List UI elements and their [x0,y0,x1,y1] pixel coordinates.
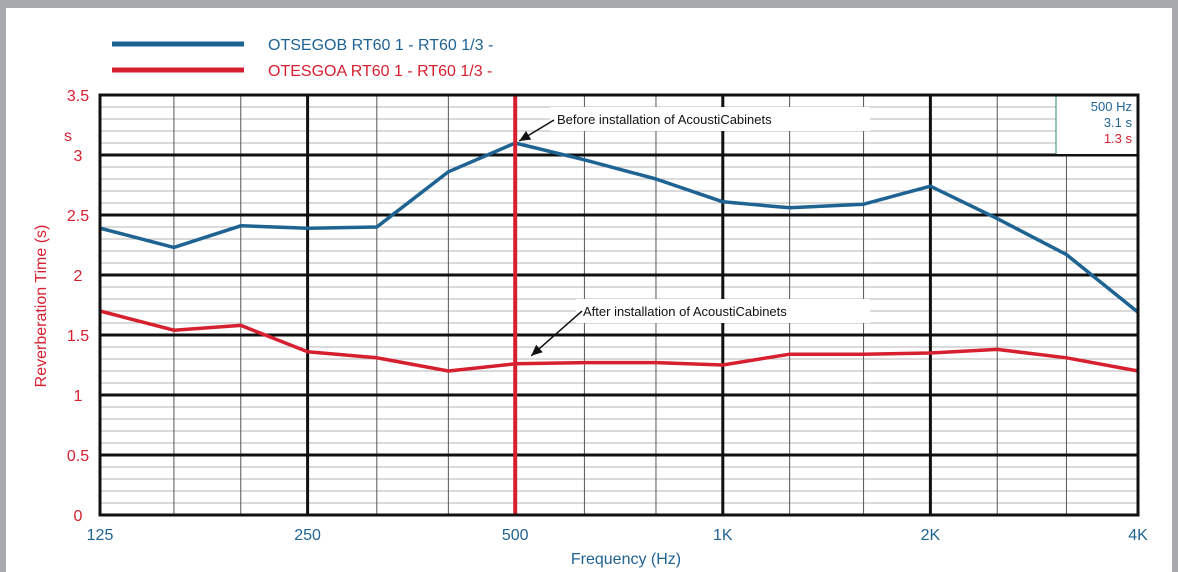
chart-card: OTSEGOB RT60 1 - RT60 1/3 - OTESGOA RT60… [6,8,1172,572]
reverberation-chart: OTSEGOB RT60 1 - RT60 1/3 - OTESGOA RT60… [33,37,1148,568]
annotation-before: Before installation of AcoustiCabinets [518,107,870,142]
legend: OTSEGOB RT60 1 - RT60 1/3 - OTESGOA RT60… [112,37,493,80]
x-axis-title: Frequency (Hz) [571,551,681,568]
y-tick-label: 0.5 [67,448,89,465]
annotation-after: After installation of AcoustiCabinets [530,299,870,357]
readout-red-value: 1.3 s [1104,131,1133,146]
y-tick-label: 0 [74,508,83,525]
y-tick-labels: 0 0.5 1 1.5 2 2.5 3 3.5 [67,88,89,525]
x-tick-labels: 125 250 500 1K 2K 4K [87,527,1148,544]
y-tick-label: 3 [74,148,83,165]
legend-label-red: OTESGOA RT60 1 - RT60 1/3 - [268,63,492,80]
annotation-before-text: Before installation of AcoustiCabinets [557,112,772,127]
y-axis-title: Reverberation Time (s) [33,225,50,388]
y-tick-label: 2.5 [67,208,89,225]
annotation-after-arrow [530,310,583,357]
x-tick-label: 2K [921,527,941,544]
annotation-after-arrowhead [531,344,543,356]
y-tick-label: 1.5 [67,328,89,345]
annotation-before-arrowhead [519,131,532,141]
series-line-blue [99,141,1140,314]
annotation-after-box [576,299,870,323]
x-tick-label: 500 [502,527,529,544]
y-tick-label: 1 [74,388,83,405]
y-tick-label: 2 [74,268,83,285]
cursor-readout: 500 Hz 3.1 s 1.3 s [1055,96,1138,154]
y-tick-label: 3.5 [67,88,89,105]
y-unit-label: s [64,128,72,145]
annotation-before-box [550,107,870,131]
x-tick-label: 1K [713,527,733,544]
x-tick-label: 250 [294,527,321,544]
x-tick-label: 4K [1128,527,1148,544]
readout-frequency: 500 Hz [1091,99,1132,114]
readout-box [1056,96,1138,154]
x-tick-label: 125 [87,527,114,544]
annotation-after-text: After installation of AcoustiCabinets [583,304,787,319]
readout-blue-value: 3.1 s [1104,115,1133,130]
plot-frame [98,93,1140,517]
legend-label-blue: OTSEGOB RT60 1 - RT60 1/3 - [268,37,493,54]
series-line-red [99,309,1139,373]
